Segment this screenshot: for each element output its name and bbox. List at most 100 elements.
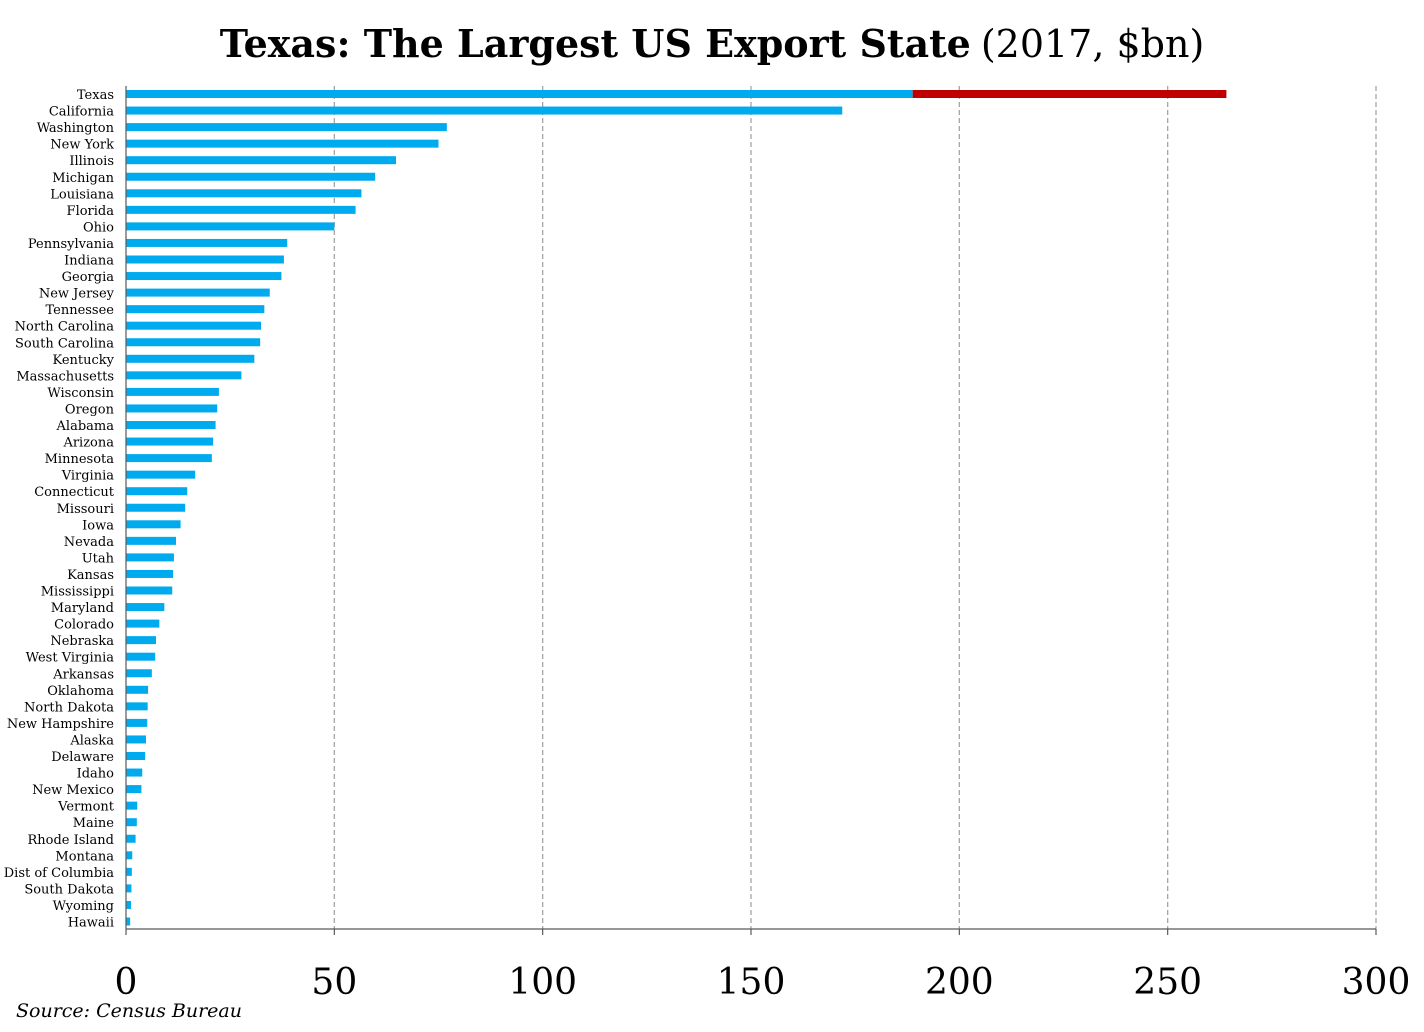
bar [126, 222, 335, 231]
bar [126, 735, 146, 744]
bar [126, 470, 196, 479]
bar [126, 487, 188, 496]
category-label: Kansas [67, 568, 114, 583]
category-label: Texas [77, 88, 114, 103]
bar [126, 255, 284, 264]
category-label: Louisiana [50, 187, 114, 202]
bar [126, 520, 181, 529]
bar [126, 884, 132, 893]
bar [126, 619, 160, 628]
category-label: California [49, 105, 114, 120]
bar [126, 569, 174, 578]
category-label: Connecticut [34, 485, 115, 500]
category-label: Missouri [57, 502, 114, 517]
category-label: Maryland [51, 601, 114, 616]
category-label: Delaware [51, 750, 114, 765]
category-label: Mississippi [41, 585, 114, 600]
bar [126, 172, 376, 181]
bar [126, 718, 148, 727]
x-tick-label: 250 [1133, 962, 1202, 1003]
bar [126, 702, 148, 711]
bar [126, 288, 270, 297]
category-label: Washington [37, 121, 115, 136]
category-label: Alabama [56, 419, 115, 434]
bar [126, 371, 242, 380]
bars [126, 90, 1227, 926]
bar [126, 421, 216, 429]
bar [126, 321, 261, 330]
bar [126, 90, 913, 98]
category-label: Iowa [82, 518, 114, 533]
category-label: Kentucky [52, 353, 114, 368]
category-label: Ohio [83, 220, 114, 235]
x-axis: 0 50 100 150 200 250 300 [115, 86, 1411, 1003]
bar [126, 387, 219, 396]
category-label: Oklahoma [47, 684, 114, 699]
bar [126, 156, 396, 165]
category-label: West Virginia [26, 651, 115, 666]
category-label: Wyoming [53, 899, 114, 914]
x-tick-label: 0 [115, 962, 138, 1003]
category-label: Montana [55, 849, 114, 864]
category-label: Hawaii [68, 916, 114, 931]
category-label: Michigan [52, 171, 114, 186]
bar [126, 354, 255, 363]
category-label: Tennessee [45, 303, 114, 318]
chart-title-main: Texas: The Largest US Export State [219, 21, 971, 66]
category-label: Colorado [54, 618, 114, 633]
x-tick-label: 100 [508, 962, 577, 1003]
category-label: New Mexico [32, 783, 114, 798]
bar [126, 834, 136, 843]
x-tick-label: 50 [311, 962, 357, 1003]
x-tick-label: 200 [925, 962, 994, 1003]
category-label: Alaska [69, 733, 114, 748]
category-label: Maine [73, 816, 115, 831]
bar [126, 305, 265, 314]
bar [126, 338, 261, 347]
bar [126, 900, 131, 909]
bar [126, 801, 138, 810]
bar [126, 123, 447, 132]
category-label: Rhode Island [27, 833, 114, 848]
category-label: Georgia [62, 270, 115, 285]
category-label: Wisconsin [47, 386, 114, 401]
bar [126, 503, 186, 512]
bar [126, 851, 133, 860]
category-label: Massachusetts [16, 369, 114, 384]
bar [126, 685, 149, 694]
bar [126, 553, 174, 562]
bar [126, 768, 143, 777]
source-note: Source: Census Bureau [16, 1000, 242, 1022]
category-label: Nebraska [50, 634, 114, 649]
bar [126, 536, 176, 545]
category-label: Vermont [57, 800, 115, 815]
bar [126, 636, 156, 645]
bar [126, 818, 137, 827]
category-label: Florida [67, 204, 115, 219]
bar [126, 437, 214, 446]
bar [126, 106, 843, 115]
category-label: New York [50, 138, 114, 153]
category-label: North Dakota [24, 700, 114, 715]
category-label: Pennsylvania [28, 237, 114, 252]
category-label: Utah [82, 551, 115, 566]
bar [126, 139, 439, 148]
gridlines [333, 86, 1377, 929]
bar [126, 669, 152, 678]
x-tick-label: 300 [1342, 962, 1411, 1003]
category-label: Illinois [69, 154, 114, 169]
chart-title: Texas: The Largest US Export State (2017,… [0, 18, 1424, 70]
bar-highlight [912, 90, 1227, 98]
category-label: South Dakota [24, 882, 114, 897]
bar [126, 752, 146, 760]
bar [126, 404, 218, 413]
category-label: Arizona [62, 436, 114, 451]
bar [126, 272, 282, 281]
bar [126, 867, 132, 876]
x-tick-label: 150 [717, 962, 786, 1003]
bar [126, 454, 212, 463]
category-label: South Carolina [15, 336, 114, 351]
bar [126, 205, 356, 214]
category-label: Idaho [77, 767, 115, 782]
